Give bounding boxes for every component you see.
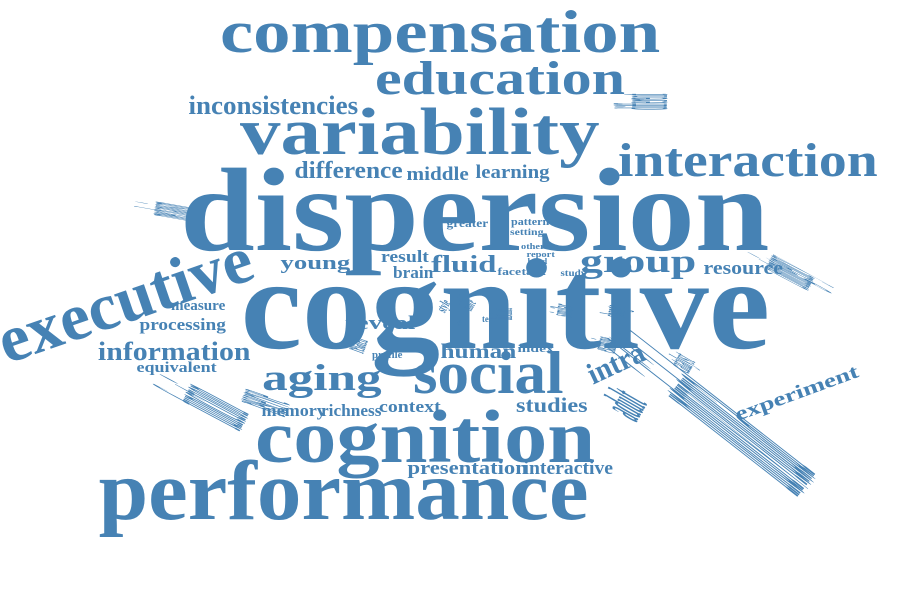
- word: compensation: [219, 0, 661, 66]
- word: index: [516, 342, 554, 355]
- word: education: [374, 53, 626, 105]
- word: context: [379, 396, 441, 416]
- word: group: [579, 244, 697, 280]
- word: level: [450, 317, 472, 328]
- word: term: [481, 314, 500, 325]
- word: learning: [475, 161, 550, 183]
- word: studies: [516, 393, 588, 417]
- word: reveal: [344, 312, 416, 334]
- word: interaction: [618, 135, 878, 187]
- word: information: [97, 337, 251, 366]
- word: processing: [138, 314, 226, 334]
- word: measure: [171, 297, 226, 314]
- word: task: [520, 265, 546, 278]
- word: result: [381, 246, 429, 266]
- word: performance: [98, 445, 589, 538]
- word: profile: [372, 348, 403, 361]
- word: adult: [590, 377, 660, 431]
- word: middle: [405, 163, 469, 185]
- word: different: [601, 93, 685, 110]
- word: memory: [260, 400, 326, 420]
- word: inconsistencies: [188, 91, 358, 120]
- word: aging: [262, 356, 382, 398]
- word: equivalent: [135, 359, 217, 376]
- word: brain: [393, 262, 434, 282]
- word: distinct: [483, 308, 520, 321]
- word: fluid: [431, 252, 497, 278]
- word: social: [412, 340, 564, 407]
- word: other: [521, 240, 545, 251]
- word: greater: [446, 216, 488, 230]
- word: human: [440, 339, 516, 363]
- word: richness: [321, 400, 382, 420]
- word: variability: [240, 94, 600, 169]
- word: face: [497, 265, 521, 278]
- word: young: [280, 252, 350, 274]
- word: hand: [527, 255, 547, 266]
- word: presentation: [406, 457, 528, 479]
- word: study: [560, 268, 586, 279]
- word: dispersion: [180, 143, 770, 276]
- word: cognitive: [240, 234, 770, 377]
- word: resource: [703, 257, 783, 279]
- word: interactive: [523, 457, 613, 479]
- word: difference: [294, 158, 403, 184]
- word: report: [525, 248, 555, 259]
- word: pattern: [510, 215, 550, 228]
- word: cognition: [254, 396, 596, 479]
- word: setting: [510, 227, 544, 238]
